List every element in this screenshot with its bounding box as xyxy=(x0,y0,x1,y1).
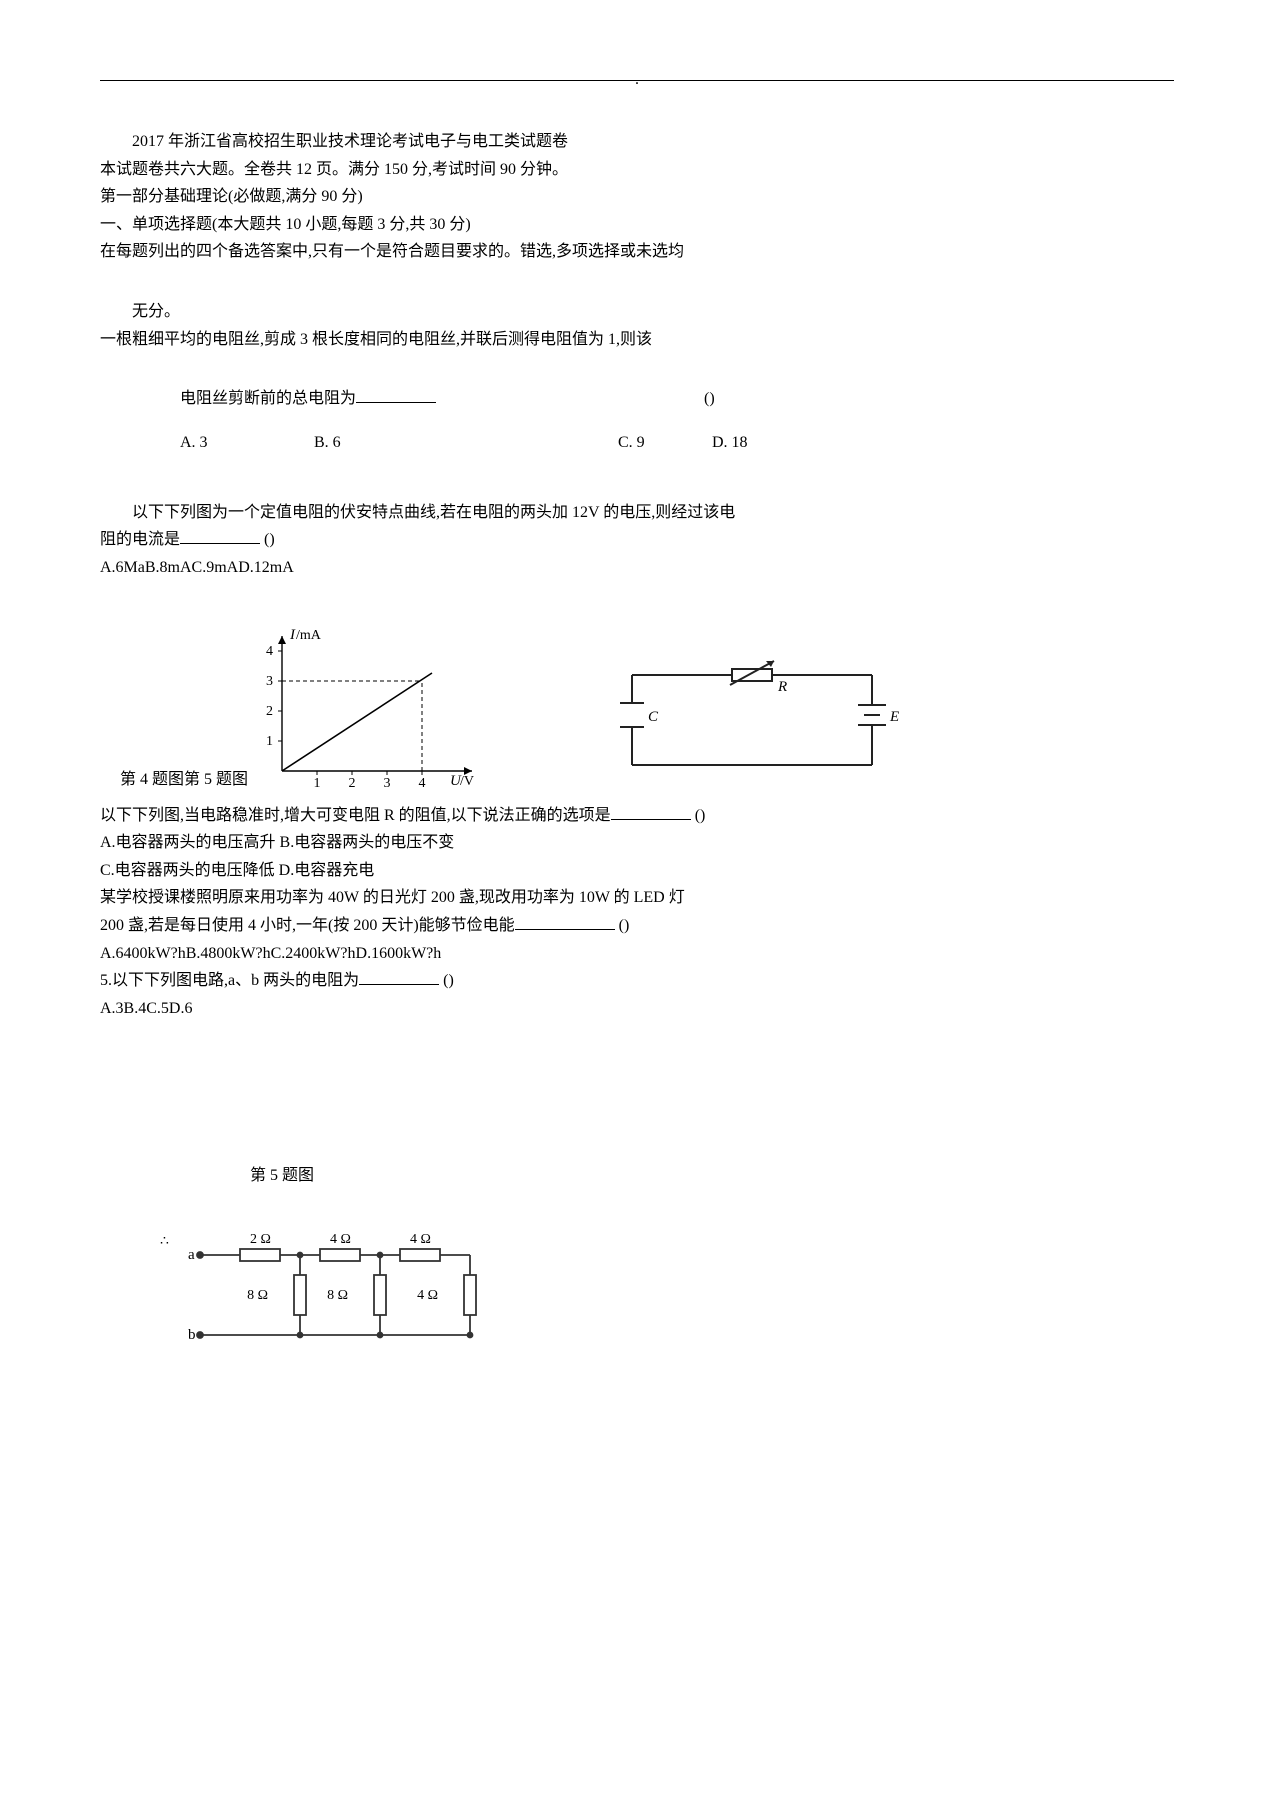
label-R: R xyxy=(777,679,787,695)
svg-text:2: 2 xyxy=(266,704,273,719)
q2-line2-text: 阻的电流是 xyxy=(100,531,180,548)
label-E: E xyxy=(889,709,899,725)
label-r6: 4 Ω xyxy=(417,1288,438,1303)
label-r5: 8 Ω xyxy=(327,1288,348,1303)
q4-line2-text: 200 盏,若是每日使用 4 小时,一年(按 200 天计)能够节俭电能 xyxy=(100,917,515,934)
q1-opt-a: A. 3 xyxy=(180,434,310,452)
label-C: C xyxy=(648,709,659,725)
intro-line-1: 第一部分基础理论(必做题,满分 90 分) xyxy=(100,184,1174,210)
q2-stem: 以下下列图为一个定值电阻的伏安特点曲线,若在电阻的两头加 12V 的电压,则经过… xyxy=(100,500,1174,526)
q1-opt-b: B. 6 xyxy=(314,434,614,452)
intro-line-0: 本试题卷共六大题。全卷共 12 页。满分 150 分,考试时间 90 分钟。 xyxy=(100,157,1174,183)
fig45-caption: 第 4 题图第 5 题图 xyxy=(120,765,248,789)
exam-page: . 2017 年浙江省高校招生职业技术理论考试电子与电工类试题卷 本试题卷共六大… xyxy=(0,0,1274,1425)
q1-opt-c: C. 9 xyxy=(618,434,708,452)
q4-line2: 200 盏,若是每日使用 4 小时,一年(按 200 天计)能够节俭电能 () xyxy=(100,913,1174,939)
svg-text:1: 1 xyxy=(314,776,321,791)
q3-stem: 以下下列图,当电路稳准时,增大可变电阻 R 的阻值,以下说法正确的选项是 () xyxy=(100,803,1174,829)
label-r4: 8 Ω xyxy=(247,1288,268,1303)
q1-stem2: 电阻丝剪断前的总电阻为 () xyxy=(100,386,1174,412)
q2-stem-line2: 阻的电流是 () xyxy=(100,527,1174,553)
label-r1: 2 Ω xyxy=(250,1232,271,1247)
svg-text:/mA: /mA xyxy=(296,628,322,643)
q1-opt-d: D. 18 xyxy=(712,434,748,452)
q4-opts: A.6400kW?hB.4800kW?hC.2400kW?hD.1600kW?h xyxy=(100,941,1174,967)
q1-options: A. 3 B. 6 C. 9 D. 18 xyxy=(100,434,1174,452)
svg-text:3: 3 xyxy=(266,674,273,689)
q4-paren: () xyxy=(619,917,630,934)
therefore-glyph: ∴ xyxy=(160,1234,169,1249)
label-r2: 4 Ω xyxy=(330,1232,351,1247)
header-dot: . xyxy=(100,71,1174,89)
blank-fill xyxy=(356,386,436,403)
q5-stem-text: 5.以下下列图电路,a、b 两头的电阻为 xyxy=(100,972,359,989)
svg-text:3: 3 xyxy=(384,776,391,791)
q5-paren: () xyxy=(443,972,454,989)
label-r3: 4 Ω xyxy=(410,1232,431,1247)
blank-fill xyxy=(359,968,439,985)
q1-paren: () xyxy=(704,390,715,407)
exam-title: 2017 年浙江省高校招生职业技术理论考试电子与电工类试题卷 xyxy=(100,129,1174,155)
q2-paren: () xyxy=(264,531,275,548)
svg-text:2: 2 xyxy=(349,776,356,791)
no-score-line: 无分。 xyxy=(100,299,1174,325)
svg-text:/V: /V xyxy=(460,774,474,789)
blank-fill xyxy=(515,913,615,930)
q5-stem: 5.以下下列图电路,a、b 两头的电阻为 () xyxy=(100,968,1174,994)
label-b: b xyxy=(188,1327,196,1343)
q3-line3: C.电容器两头的电压降低 D.电容器充电 xyxy=(100,858,1174,884)
svg-text:I: I xyxy=(289,627,296,643)
intro-line-2: 一、单项选择题(本大题共 10 小题,每题 3 分,共 30 分) xyxy=(100,212,1174,238)
q1-stem: 一根粗细平均的电阻丝,剪成 3 根长度相同的电阻丝,并联后测得电阻值为 1,则该 xyxy=(100,327,1174,353)
figure-row: 第 4 题图第 5 题图 1 2 3 4 xyxy=(100,621,1174,801)
rc-circuit: R C E xyxy=(602,655,902,795)
svg-text:4: 4 xyxy=(419,776,426,791)
q3-stem-text: 以下下列图,当电路稳准时,增大可变电阻 R 的阻值,以下说法正确的选项是 xyxy=(100,807,611,824)
q1-stem2-text: 电阻丝剪断前的总电阻为 xyxy=(180,390,356,407)
q5-caption: 第 5 题图 xyxy=(250,1161,1174,1185)
svg-text:1: 1 xyxy=(266,734,273,749)
blank-fill xyxy=(611,803,691,820)
q3-line2: A.电容器两头的电压高升 B.电容器两头的电压不变 xyxy=(100,830,1174,856)
q4-line1: 某学校授课楼照明原来用功率为 40W 的日光灯 200 盏,现改用功率为 10W… xyxy=(100,885,1174,911)
q3-paren: () xyxy=(695,807,706,824)
svg-text:4: 4 xyxy=(266,644,273,659)
iv-chart: 1 2 3 4 1 2 3 4 xyxy=(242,621,482,801)
blank-fill xyxy=(180,527,260,544)
intro-line-3: 在每题列出的四个备选答案中,只有一个是符合题目要求的。错选,多项选择或未选均 xyxy=(100,239,1174,265)
q2-opts: A.6MaB.8mAC.9mAD.12mA xyxy=(100,555,1174,581)
ladder-wrap: ∴ xyxy=(160,1215,1174,1365)
q5-opts: A.3B.4C.5D.6 xyxy=(100,996,1174,1022)
ladder-circuit: ∴ xyxy=(160,1215,520,1365)
label-a: a xyxy=(188,1247,195,1263)
